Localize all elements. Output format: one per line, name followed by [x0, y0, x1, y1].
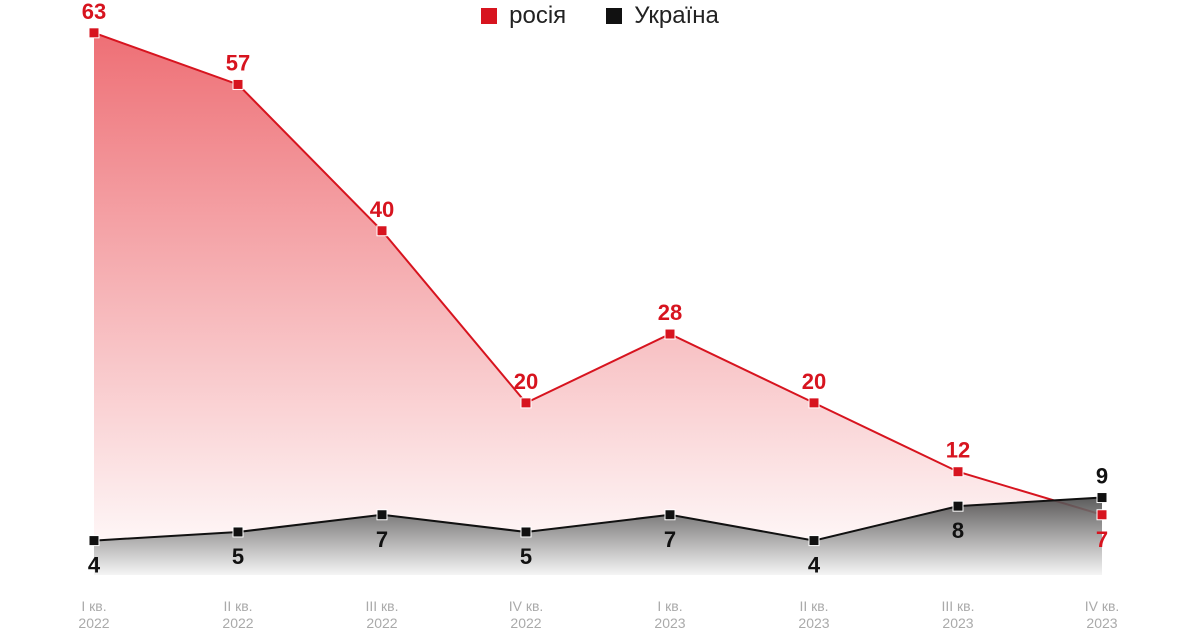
marker [88, 27, 100, 39]
value-label: 4 [88, 553, 101, 578]
area [94, 497, 1102, 575]
value-label: 20 [514, 369, 538, 394]
value-label: 28 [658, 300, 682, 325]
marker [808, 397, 820, 409]
legend-item: росія [481, 2, 566, 30]
x-tick-label: IV кв. 2023 [1084, 598, 1120, 630]
marker [1096, 509, 1108, 521]
x-tick-label: II кв. 2023 [798, 598, 830, 630]
legend-item: Україна [606, 2, 719, 30]
x-tick-label: III кв. 2022 [365, 598, 399, 630]
x-tick-label: III кв. 2023 [941, 598, 975, 630]
legend: росія Україна [0, 2, 1200, 30]
value-label: 4 [808, 553, 821, 578]
marker [88, 535, 100, 547]
marker [232, 78, 244, 90]
marker [808, 535, 820, 547]
x-tick-label: IV кв. 2022 [508, 598, 544, 630]
x-tick-label: I кв. 2022 [78, 598, 110, 630]
marker [520, 397, 532, 409]
x-tick-label: I кв. 2023 [654, 598, 686, 630]
line [93, 31, 1103, 516]
value-label: 7 [376, 527, 388, 552]
value-label: 5 [520, 544, 532, 569]
x-tick-label: II кв. 2022 [222, 598, 254, 630]
value-label: 8 [952, 518, 964, 543]
legend-swatch [606, 8, 623, 24]
marker [376, 225, 388, 237]
marker [520, 526, 532, 538]
marker [952, 466, 964, 478]
marker [664, 328, 676, 340]
value-label: 9 [1096, 464, 1108, 489]
legend-label: росія [509, 2, 567, 29]
marker [376, 509, 388, 521]
marker [1096, 492, 1108, 504]
area [94, 32, 1102, 576]
marker [952, 500, 964, 512]
legend-label: Україна [634, 2, 719, 29]
marker [232, 526, 244, 538]
value-label: 12 [946, 438, 970, 463]
value-label: 63 [82, 0, 106, 24]
value-label: 40 [370, 197, 394, 222]
value-label: 5 [232, 544, 244, 569]
marker [664, 509, 676, 521]
value-label: 7 [664, 527, 676, 552]
value-label: 7 [1096, 527, 1108, 552]
value-label: 20 [802, 369, 826, 394]
line [93, 496, 1103, 542]
legend-swatch [481, 8, 498, 24]
value-label: 57 [226, 50, 250, 75]
